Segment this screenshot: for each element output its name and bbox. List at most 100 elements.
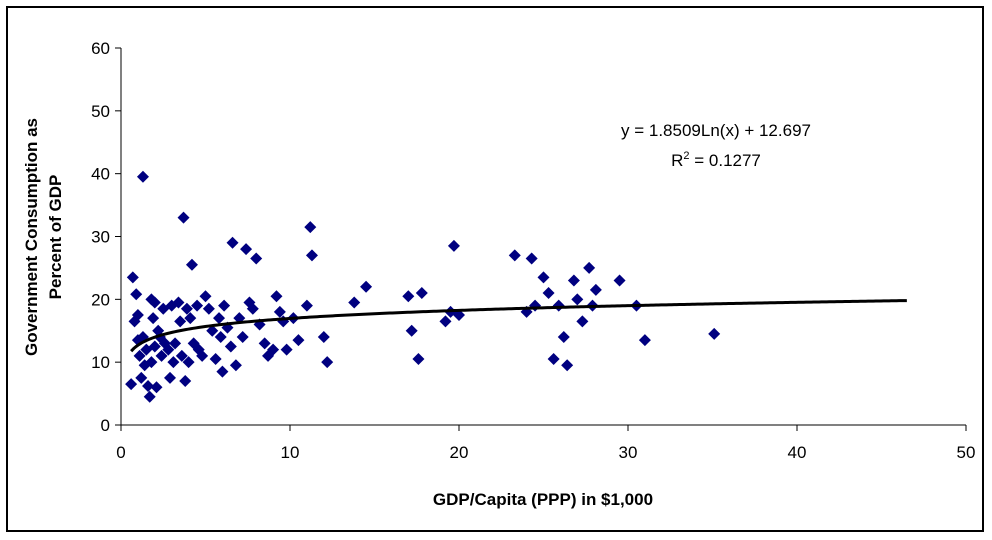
data-point (557, 331, 570, 344)
data-point (167, 356, 180, 369)
data-point (292, 334, 305, 347)
x-tick-label: 10 (281, 443, 300, 462)
data-point (280, 343, 293, 356)
data-point (258, 337, 271, 350)
y-tick-label: 0 (101, 416, 110, 435)
data-point (552, 299, 565, 312)
data-point (240, 243, 253, 256)
data-point (229, 359, 242, 372)
data-point (143, 390, 156, 403)
data-point (147, 312, 160, 325)
chart-frame (6, 6, 984, 532)
data-point (206, 324, 219, 337)
data-point (447, 239, 460, 252)
data-point (209, 353, 222, 366)
data-point (236, 331, 249, 344)
x-tick-label: 50 (957, 443, 976, 462)
data-point (175, 349, 188, 362)
data-point (145, 356, 158, 369)
data-point (638, 334, 651, 347)
y-axis-ticks: 0 10 20 30 40 50 60 (91, 39, 121, 435)
data-point (508, 249, 521, 262)
data-point (199, 290, 212, 303)
data-point (348, 296, 361, 309)
y-axis-title-line-2: Percent of GDP (46, 175, 65, 300)
x-tick-label: 20 (450, 443, 469, 462)
data-point (270, 290, 283, 303)
data-point (453, 309, 465, 322)
data-point (196, 349, 209, 362)
data-point (148, 340, 161, 353)
data-point (224, 340, 237, 353)
x-tick-label: 0 (116, 443, 125, 462)
data-point (321, 356, 334, 369)
data-point (226, 236, 239, 249)
y-tick-label: 60 (91, 39, 110, 58)
data-point (174, 315, 187, 328)
trendline-r-squared: R2 = 0.1277 (671, 150, 761, 170)
data-point (567, 274, 580, 287)
data-point (130, 288, 143, 301)
r2-value: = 0.1277 (690, 151, 761, 170)
data-point (547, 353, 560, 366)
data-point (412, 353, 425, 366)
data-point (571, 293, 584, 306)
data-point (150, 381, 163, 394)
data-point (304, 221, 317, 234)
data-point (529, 299, 542, 312)
data-point (164, 371, 177, 384)
data-point (267, 343, 280, 356)
data-point (589, 283, 602, 296)
data-point (191, 299, 204, 312)
y-tick-label: 50 (91, 102, 110, 121)
x-tick-label: 40 (788, 443, 807, 462)
data-point (360, 280, 373, 293)
data-point (613, 274, 626, 287)
data-point (177, 211, 190, 224)
data-point (317, 331, 330, 344)
data-point (300, 299, 313, 312)
trendline (130, 299, 907, 353)
data-point (179, 375, 192, 388)
data-point (180, 302, 193, 315)
data-point (182, 356, 195, 369)
data-point (125, 378, 138, 391)
data-point (185, 258, 198, 271)
data-point (273, 305, 286, 318)
data-point (216, 365, 229, 378)
r2-prefix: R (671, 151, 683, 170)
data-point (126, 271, 139, 284)
y-tick-label: 30 (91, 228, 110, 247)
data-point (246, 302, 259, 315)
y-tick-label: 10 (91, 353, 110, 372)
data-point (184, 312, 197, 325)
data-point (402, 290, 415, 303)
data-point (305, 249, 318, 262)
data-point (525, 252, 538, 265)
data-point (136, 170, 149, 183)
data-point (576, 315, 589, 328)
trendline-equation: y = 1.8509Ln(x) + 12.697 (621, 121, 811, 140)
y-tick-label: 20 (91, 290, 110, 309)
data-point (155, 349, 168, 362)
y-axis-title-line-1: Government Consumption as (22, 118, 41, 356)
data-point (439, 315, 452, 328)
x-axis-ticks: 0 10 20 30 40 50 (116, 425, 975, 462)
data-point (133, 349, 146, 362)
data-point (169, 337, 182, 350)
r2-superscript: 2 (683, 150, 689, 162)
data-point (214, 331, 227, 344)
data-point (583, 261, 596, 274)
data-point (218, 299, 231, 312)
x-tick-label: 30 (619, 443, 638, 462)
data-point (162, 343, 175, 356)
data-point (172, 296, 185, 309)
x-axis-title: GDP/Capita (PPP) in $1,000 (433, 490, 653, 509)
data-point (561, 359, 574, 372)
data-point (213, 312, 226, 325)
data-point (405, 324, 418, 337)
y-tick-label: 40 (91, 165, 110, 184)
data-point (135, 371, 148, 384)
data-point (542, 287, 555, 300)
